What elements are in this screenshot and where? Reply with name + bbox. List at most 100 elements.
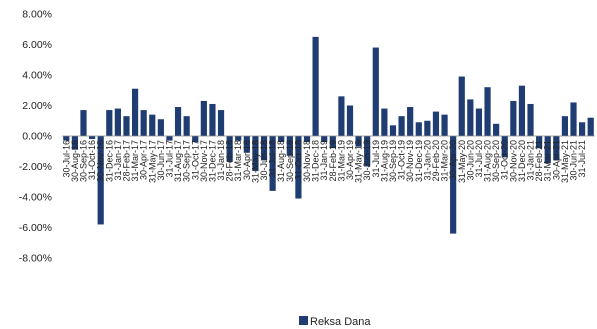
bar: [570, 102, 577, 136]
x-tick-label: 28-Feb-18: [225, 140, 235, 182]
bar: [235, 136, 242, 141]
bar: [536, 136, 543, 149]
x-tick-label: 30-Apr-17: [139, 140, 149, 180]
bar: [149, 114, 156, 136]
y-tick-label: -4.00%: [19, 192, 52, 204]
bar: [579, 122, 586, 136]
bar: [389, 125, 397, 136]
bar: [510, 100, 517, 136]
bar: [106, 110, 113, 136]
x-tick-label: 30-Apr-20: [448, 140, 458, 180]
bar: [97, 136, 104, 225]
y-tick-label: 2.00%: [22, 100, 52, 112]
x-tick-label: 31-Aug-17: [173, 140, 183, 182]
bar: [174, 107, 182, 136]
legend-label-reksa-dana: Reksa Dana: [310, 316, 371, 328]
x-tick-label: 31-May-18: [250, 140, 260, 183]
bar: [209, 103, 216, 136]
x-tick-label: 30-Jun-19: [362, 140, 372, 181]
x-tick-label: 30-Sep-16: [78, 140, 88, 182]
x-tick-label: 30-Sep-19: [388, 140, 398, 182]
bar: [226, 136, 233, 162]
x-tick-label: 30-Jun-18: [259, 140, 269, 181]
x-tick-label: 31-Dec-19: [414, 140, 424, 182]
x-tick-label: 31-Jan-18: [216, 140, 226, 181]
y-tick-label: 0.00%: [22, 131, 52, 143]
x-tick-label: 31-Mar-17: [130, 140, 140, 182]
bar: [553, 136, 560, 161]
bar: [493, 123, 500, 136]
bar: [372, 47, 379, 136]
bar: [346, 105, 354, 136]
x-tick-label: 30-Jun-20: [465, 140, 475, 181]
x-tick-label: 31-Oct-19: [397, 140, 407, 180]
bar: [587, 117, 594, 136]
bar: [518, 85, 526, 136]
x-tick-label: 31-Jan-21: [526, 140, 536, 181]
x-tick-label: 28-Feb-17: [121, 140, 131, 182]
bar: [544, 136, 551, 164]
x-tick-label: 31-Oct-17: [190, 140, 200, 180]
x-tick-label: 30-Apr-18: [242, 140, 252, 180]
bar: [484, 87, 491, 136]
x-axis-ticks: 30-Jul-1630-Aug-1630-Sep-1631-Oct-1630-N…: [61, 140, 587, 183]
y-tick-label: 4.00%: [22, 70, 52, 82]
x-tick-label: 30-Nov-17: [199, 140, 209, 182]
bar: [295, 136, 302, 199]
x-tick-label: 30-Nov-18: [302, 140, 312, 182]
x-tick-label: 30-Apr-21: [551, 140, 561, 180]
bar: [140, 110, 147, 136]
x-tick-label: 31-Jul-20: [474, 140, 484, 178]
x-tick-label: 31-Jan-17: [113, 140, 123, 181]
x-tick-label: 31-Aug-18: [276, 140, 286, 182]
x-tick-label: 31-Jul-21: [577, 140, 587, 178]
x-tick-label: 30-Jul-16: [61, 140, 71, 178]
bar: [561, 116, 569, 136]
bar: [286, 136, 293, 156]
legend-swatch-reksa-dana: [299, 316, 308, 325]
bar: [467, 99, 474, 136]
x-tick-label: 30-Jun-17: [156, 140, 166, 181]
x-tick-label: 31-Oct-20: [500, 140, 510, 180]
x-tick-label: 31-Dec-18: [311, 140, 321, 182]
x-tick-label: 31-May-20: [457, 140, 467, 183]
bar: [200, 100, 207, 136]
bar: [458, 76, 465, 136]
x-tick-label: 30-Nov-16: [96, 140, 106, 182]
y-axis-ticks: 8.00% 6.00% 4.00% 2.00% 0.00% -2.00% -4.00% -6.…: [19, 9, 52, 265]
bar: [441, 114, 448, 136]
x-tick-label: 31-Mar-21: [543, 140, 553, 182]
bar: [63, 136, 70, 141]
x-tick-label: 28-Feb-19: [328, 140, 338, 182]
x-tick-label: 31-Aug-19: [379, 140, 389, 182]
bar: [338, 96, 345, 136]
bar: [243, 136, 250, 153]
x-tick-label: 31-Aug-20: [483, 140, 493, 182]
bar: [364, 136, 371, 167]
bar: [183, 116, 190, 136]
bar: [501, 136, 508, 158]
bar: [114, 108, 121, 136]
bar: [71, 136, 78, 150]
bar: [252, 136, 259, 172]
bar: [450, 136, 457, 234]
x-tick-label: 31-Jul-18: [268, 140, 278, 178]
x-tick-label: 30-Sep-18: [285, 140, 295, 182]
bar: [475, 108, 483, 136]
x-tick-label: 31-Dec-16: [104, 140, 114, 182]
bar: [80, 110, 87, 136]
x-tick-label: 30-Sep-20: [491, 140, 501, 182]
bar: [321, 136, 328, 143]
x-tick-label: 30-Apr-19: [345, 140, 355, 180]
bar: [424, 120, 431, 136]
y-tick-label: -6.00%: [19, 222, 52, 234]
y-tick-label: -8.00%: [19, 253, 52, 265]
bar: [398, 116, 405, 136]
y-tick-label: 8.00%: [22, 9, 52, 21]
x-tick-label: 31-Oct-18: [293, 140, 303, 180]
x-tick-label: 30-Nov-20: [508, 140, 518, 182]
bar: [131, 88, 139, 136]
x-tick-label: 31-Mar-18: [233, 140, 243, 182]
x-tick-label: 28-Feb-21: [534, 140, 544, 182]
